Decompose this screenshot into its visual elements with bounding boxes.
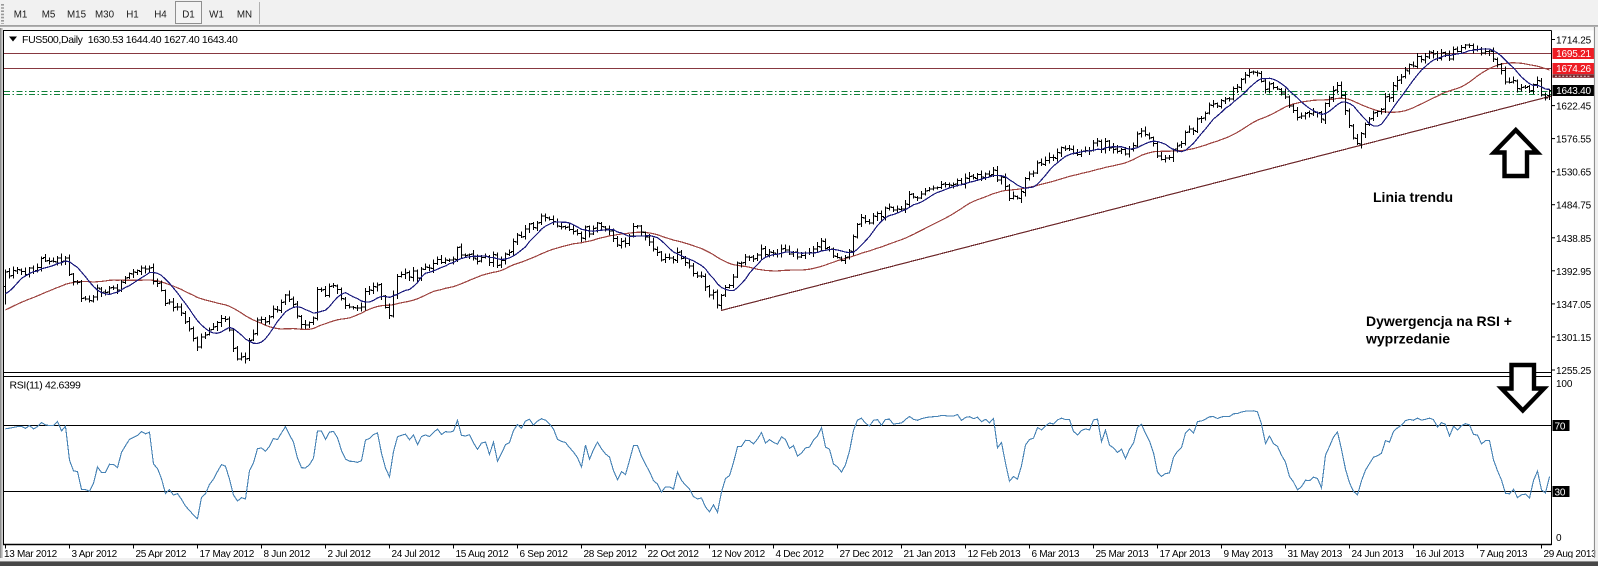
svg-text:4 Dec 2012: 4 Dec 2012 — [776, 549, 825, 560]
svg-text:6 Mar 2013: 6 Mar 2013 — [1032, 549, 1080, 560]
svg-text:Dywergencja na RSI +: Dywergencja na RSI + — [1366, 313, 1512, 329]
svg-text:H1: H1 — [126, 10, 139, 21]
svg-text:1392.95: 1392.95 — [1556, 267, 1592, 278]
svg-text:M1: M1 — [14, 10, 28, 21]
svg-text:17 May 2012: 17 May 2012 — [200, 549, 255, 560]
svg-text:30: 30 — [1555, 488, 1566, 499]
svg-text:MN: MN — [237, 10, 252, 21]
svg-text:25 Apr 2012: 25 Apr 2012 — [136, 549, 187, 560]
svg-text:9 May 2013: 9 May 2013 — [1224, 549, 1274, 560]
svg-text:12 Feb 2013: 12 Feb 2013 — [968, 549, 1022, 560]
svg-text:28 Sep 2012: 28 Sep 2012 — [584, 549, 638, 560]
svg-text:24 Jul 2012: 24 Jul 2012 — [392, 549, 441, 560]
svg-text:FUS500,Daily 1630.53 1644.40: FUS500,Daily 1630.53 1644.40 1627.40 164… — [22, 34, 238, 46]
svg-text:1643.40: 1643.40 — [1556, 86, 1591, 97]
svg-text:0: 0 — [1556, 533, 1562, 544]
svg-text:1674.26: 1674.26 — [1556, 64, 1591, 75]
svg-text:RSI(11) 42.6399: RSI(11) 42.6399 — [10, 380, 82, 392]
svg-text:7 Aug 2013: 7 Aug 2013 — [1480, 549, 1528, 560]
svg-text:1695.21: 1695.21 — [1556, 49, 1591, 60]
svg-text:1622.45: 1622.45 — [1556, 102, 1592, 113]
svg-text:M5: M5 — [42, 10, 56, 21]
svg-text:D1: D1 — [182, 10, 195, 21]
svg-text:W1: W1 — [209, 10, 224, 21]
svg-text:M15: M15 — [67, 10, 87, 21]
svg-text:21 Jan 2013: 21 Jan 2013 — [904, 549, 956, 560]
svg-text:29 Aug 2013: 29 Aug 2013 — [1544, 549, 1598, 560]
svg-text:1301.15: 1301.15 — [1556, 333, 1592, 344]
svg-text:13 Mar 2012: 13 Mar 2012 — [4, 549, 58, 560]
svg-text:1714.25: 1714.25 — [1556, 36, 1592, 47]
svg-text:31 May 2013: 31 May 2013 — [1288, 549, 1343, 560]
svg-text:27 Dec 2012: 27 Dec 2012 — [840, 549, 894, 560]
svg-text:16 Jul 2013: 16 Jul 2013 — [1416, 549, 1465, 560]
svg-text:Linia trendu: Linia trendu — [1373, 189, 1453, 205]
svg-text:22 Oct 2012: 22 Oct 2012 — [648, 549, 700, 560]
svg-text:2 Jul 2012: 2 Jul 2012 — [328, 549, 372, 560]
svg-text:1530.65: 1530.65 — [1556, 168, 1592, 179]
svg-text:25 Mar 2013: 25 Mar 2013 — [1096, 549, 1150, 560]
svg-text:1255.25: 1255.25 — [1556, 366, 1592, 377]
svg-text:8 Jun 2012: 8 Jun 2012 — [264, 549, 311, 560]
svg-text:H4: H4 — [154, 10, 167, 21]
svg-text:17 Apr 2013: 17 Apr 2013 — [1160, 549, 1211, 560]
svg-text:1438.85: 1438.85 — [1556, 234, 1592, 245]
svg-text:wyprzedanie: wyprzedanie — [1365, 331, 1450, 347]
svg-text:15 Aug 2012: 15 Aug 2012 — [456, 549, 510, 560]
svg-text:100: 100 — [1556, 379, 1573, 390]
svg-text:6 Sep 2012: 6 Sep 2012 — [520, 549, 569, 560]
svg-text:1484.75: 1484.75 — [1556, 201, 1592, 212]
svg-text:1576.55: 1576.55 — [1556, 135, 1592, 146]
svg-text:3 Apr 2012: 3 Apr 2012 — [72, 549, 118, 560]
svg-text:1347.05: 1347.05 — [1556, 300, 1592, 311]
svg-text:24 Jun 2013: 24 Jun 2013 — [1352, 549, 1404, 560]
svg-text:70: 70 — [1555, 422, 1566, 433]
svg-text:12 Nov 2012: 12 Nov 2012 — [712, 549, 766, 560]
svg-text:M30: M30 — [95, 10, 115, 21]
